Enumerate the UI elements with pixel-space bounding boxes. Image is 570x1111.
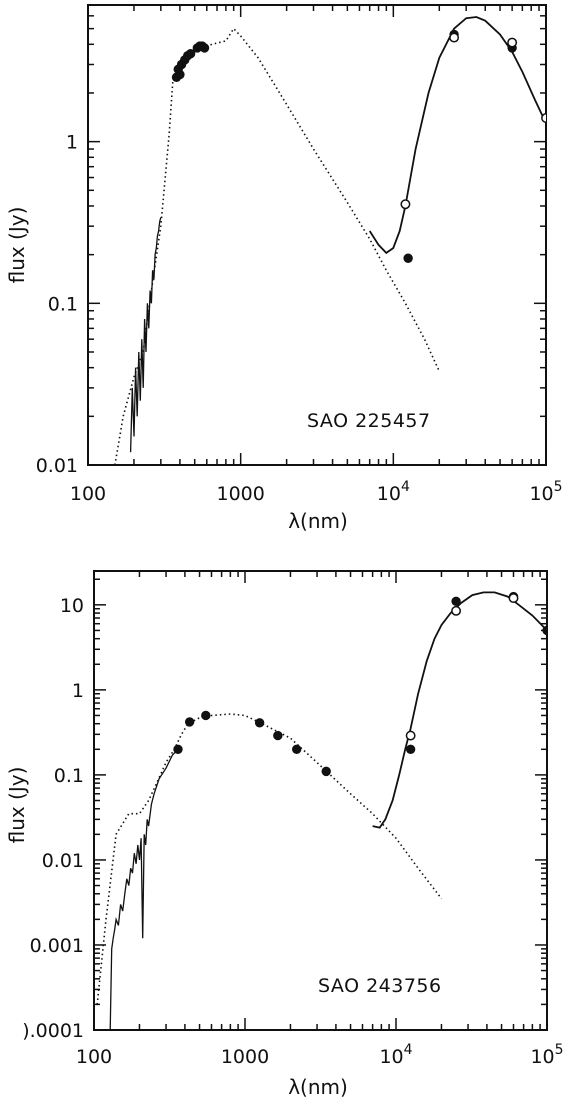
plot-area-top <box>114 16 546 465</box>
x-axis-label-bottom: λ(nm) <box>288 1075 348 1099</box>
y-tick-label: 0.01 <box>42 850 84 872</box>
dust-model-curve <box>372 591 547 829</box>
y-tick-label: 0.001 <box>30 935 84 957</box>
x-tick-label-exponent: 4 <box>404 1042 413 1058</box>
axis-ticks-top <box>87 4 547 466</box>
plot-frame-bottom <box>93 570 548 1031</box>
x-tick-label-base: 10 <box>377 483 401 505</box>
data-point-filled <box>185 48 196 59</box>
x-tick-labels-bottom: 100 1000 104 105 <box>76 1042 564 1068</box>
data-point-filled <box>254 718 265 728</box>
model-curve-dotted <box>114 27 441 465</box>
plot-area-bottom <box>96 591 547 1030</box>
x-tick-label: 1000 <box>221 1046 269 1068</box>
y-tick-label: ).0001 <box>22 1020 84 1042</box>
plot-frame-top <box>87 4 547 466</box>
chart-panel-top: 100 1000 104 105 0.010.11 λ(nm) flux (Jy) S… <box>5 4 563 533</box>
data-point-open <box>449 32 460 43</box>
x-tick-label-exponent: 4 <box>401 479 410 495</box>
data-point-filled <box>199 43 210 53</box>
y-tick-label: 1 <box>72 680 84 702</box>
y-tick-label: 0.1 <box>48 293 78 315</box>
x-tick-label-base: 10 <box>530 1046 554 1068</box>
y-tick-labels-bottom: ).0001 0.001 0.01 0.1 1 10 <box>22 595 84 1042</box>
y-tick-label: 0.1 <box>54 765 84 787</box>
annotation-label-top: SAO 225457 <box>307 410 431 432</box>
uv-spectrum-line <box>109 748 179 1030</box>
data-point-open <box>451 605 462 616</box>
dust-model-curve <box>368 16 546 255</box>
series-group-top <box>114 16 546 465</box>
x-tick-label-exponent: 5 <box>555 1042 564 1058</box>
axis-ticks-bottom <box>93 571 548 1031</box>
x-tick-label-base: 100 <box>70 483 106 505</box>
x-tick-label: 104 <box>379 1042 412 1068</box>
data-point-filled <box>403 253 413 263</box>
y-tick-label: 0.01 <box>36 455 78 477</box>
data-point-filled <box>173 744 183 755</box>
data-point-filled <box>175 69 185 80</box>
annotation-label-bottom: SAO 243756 <box>318 975 442 997</box>
y-tick-labels-top: 0.01 0.1 1 <box>36 132 78 477</box>
data-point-open <box>507 37 518 48</box>
x-tick-label-base: 10 <box>529 483 553 505</box>
x-axis-label-top: λ(nm) <box>288 509 348 533</box>
data-point-filled <box>201 710 211 721</box>
data-point-filled <box>273 730 283 741</box>
y-axis-label-top: flux (Jy) <box>5 207 29 284</box>
model-curve-dotted <box>96 713 443 1005</box>
x-tick-labels-top: 100 1000 104 105 <box>70 479 563 505</box>
x-tick-label-base: 1000 <box>221 1046 269 1068</box>
y-tick-label: 10 <box>60 595 84 617</box>
x-tick-label: 1000 <box>216 483 264 505</box>
x-tick-label-base: 1000 <box>216 483 264 505</box>
x-tick-label: 100 <box>70 483 106 505</box>
y-tick-label: 1 <box>66 132 78 154</box>
x-tick-label-exponent: 5 <box>554 479 563 495</box>
data-point-open <box>541 113 546 123</box>
x-tick-label: 100 <box>76 1046 112 1068</box>
data-point-open <box>508 593 519 604</box>
uv-spectrum-line <box>129 217 162 453</box>
data-point-filled <box>321 766 331 777</box>
data-point-filled <box>292 744 302 755</box>
data-point-open <box>405 730 416 741</box>
data-point-filled <box>184 717 195 727</box>
data-point-open <box>400 199 411 210</box>
x-tick-label: 105 <box>530 1042 563 1068</box>
x-tick-label: 104 <box>377 479 410 505</box>
data-point-filled <box>451 596 461 607</box>
x-tick-label-base: 10 <box>379 1046 403 1068</box>
x-tick-label: 105 <box>529 479 562 505</box>
series-group-bottom <box>96 591 547 1030</box>
data-point-filled <box>405 744 416 755</box>
x-tick-label-base: 100 <box>76 1046 112 1068</box>
data-point-filled <box>542 625 547 636</box>
y-axis-label-bottom: flux (Jy) <box>5 767 29 844</box>
